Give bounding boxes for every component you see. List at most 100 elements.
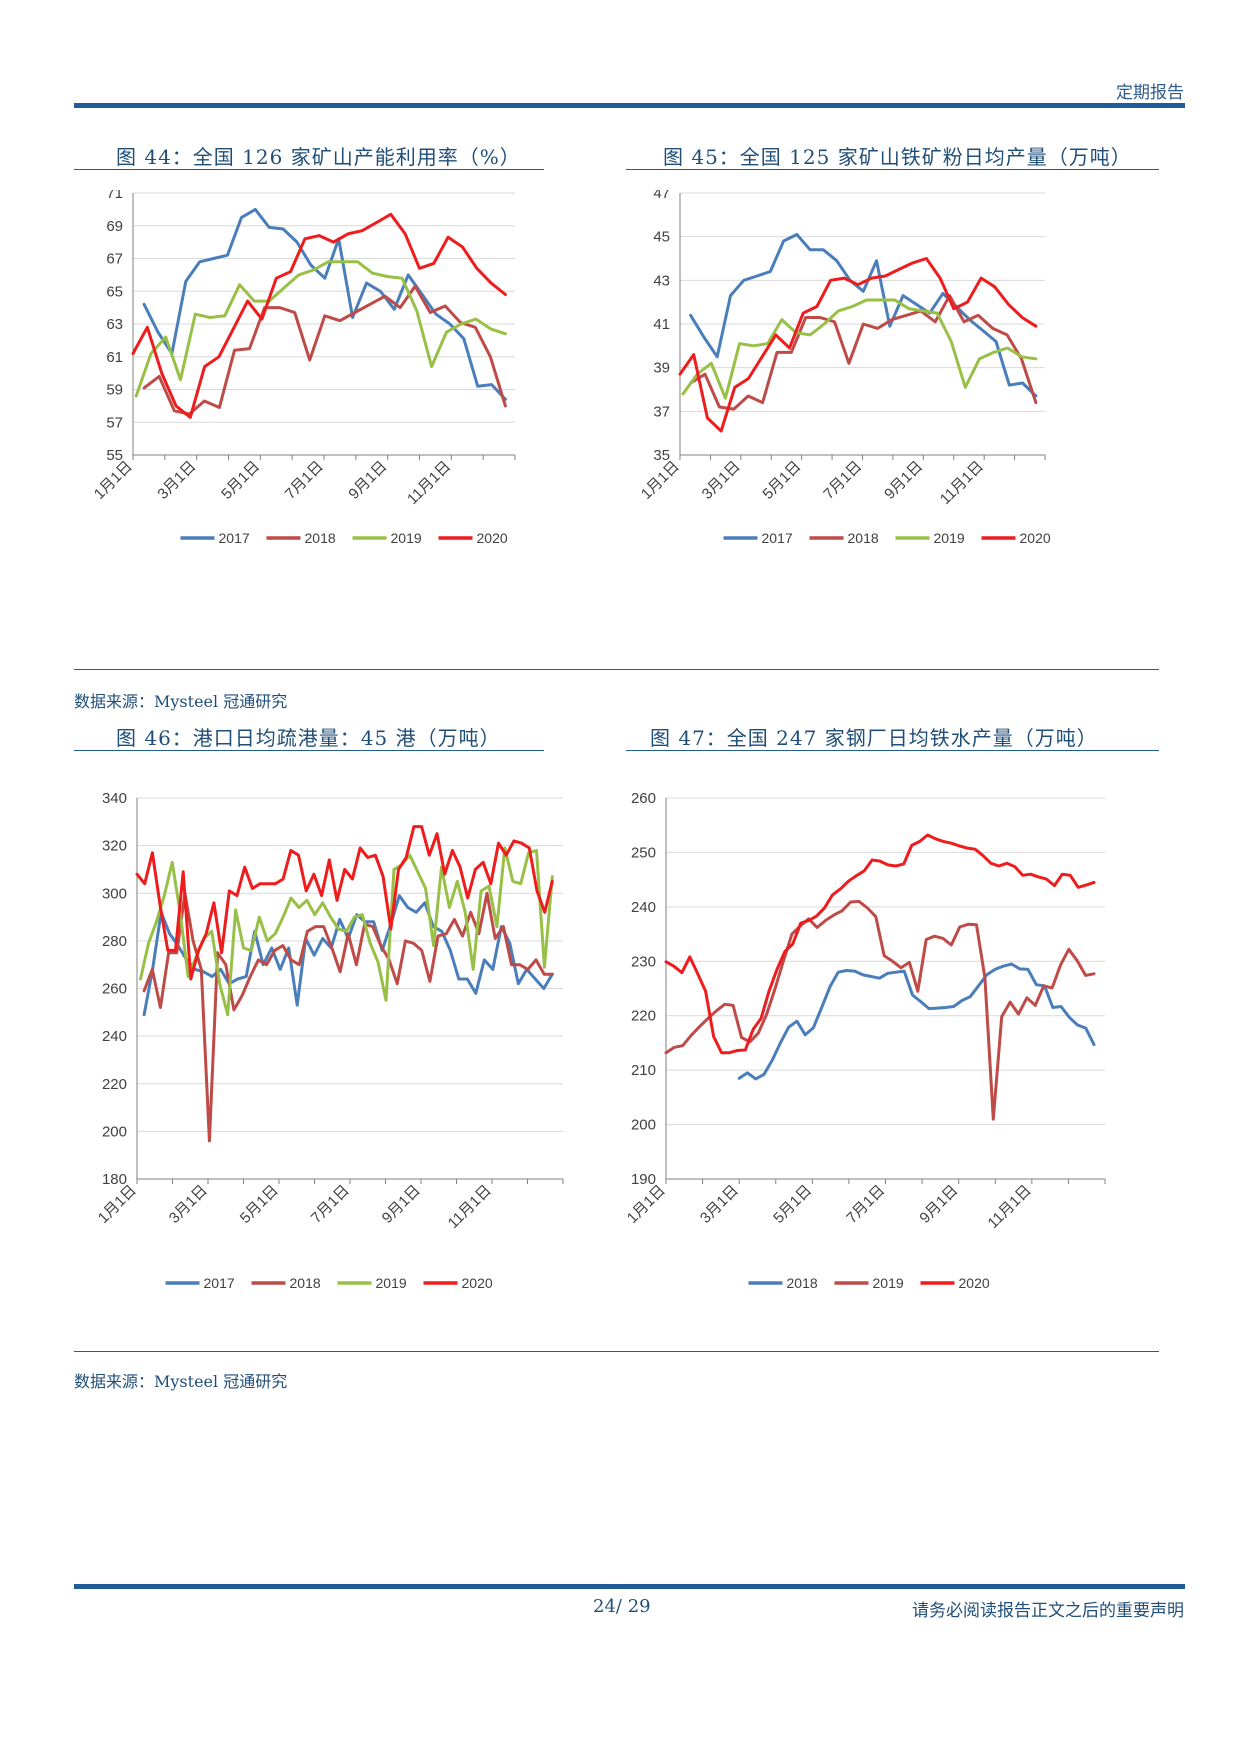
series-line-2018	[737, 962, 1096, 1081]
section-rule-1	[74, 669, 1159, 670]
x-tick-label: 5月1日	[237, 1182, 282, 1227]
title-rule-left-2	[74, 750, 544, 751]
x-tick-label: 1月1日	[91, 458, 136, 503]
chart-47-title: 图 47：全国 247 家钢厂日均铁水产量（万吨）	[650, 726, 1098, 750]
legend-label-2019: 2019	[376, 1275, 407, 1291]
legend-label-2017: 2017	[219, 530, 250, 546]
y-tick-label: 71	[106, 190, 123, 202]
legend-label-2019: 2019	[873, 1275, 904, 1291]
series-line-2019	[681, 298, 1038, 400]
x-tick-label: 3月1日	[166, 1182, 211, 1227]
y-tick-label: 250	[631, 844, 656, 861]
y-tick-label: 43	[653, 272, 670, 289]
title-rule-right	[626, 169, 1159, 170]
series-line-2020	[664, 833, 1096, 1055]
x-tick-label: 11月1日	[937, 458, 987, 508]
y-tick-label: 61	[106, 349, 123, 366]
y-tick-label: 280	[102, 933, 127, 950]
y-tick-label: 240	[631, 899, 656, 916]
legend-label-2018: 2018	[305, 530, 336, 546]
series-line-2019	[664, 899, 1096, 1121]
legend-label-2018: 2018	[787, 1275, 818, 1291]
y-tick-label: 190	[631, 1171, 656, 1188]
legend-label-2018: 2018	[848, 530, 879, 546]
y-tick-label: 210	[631, 1062, 656, 1079]
legend-label-2019: 2019	[391, 530, 422, 546]
x-tick-label: 9月1日	[345, 458, 390, 503]
chart-44-title: 图 44：全国 126 家矿山产能利用率（%）	[116, 145, 521, 169]
legend-label-2020: 2020	[959, 1275, 990, 1291]
y-tick-label: 35	[653, 447, 670, 464]
y-tick-label: 260	[631, 790, 656, 807]
section-rule-2	[74, 1351, 1159, 1352]
series-line-2020	[131, 212, 507, 419]
legend-label-2017: 2017	[762, 530, 793, 546]
chart-45-title: 图 45：全国 125 家矿山铁矿粉日均产量（万吨）	[663, 145, 1132, 169]
y-tick-label: 200	[631, 1117, 656, 1134]
x-tick-label: 3月1日	[697, 1182, 742, 1227]
legend-label-2020: 2020	[1020, 530, 1051, 546]
header-rule	[74, 103, 1185, 108]
chart-45: 35 37 39 41 43 45 47 1月1日 3月1日 5月1日 7月1日 9月1日 11月1日 2…	[638, 190, 1051, 546]
source-note-1: 数据来源：Mysteel 冠通研究	[74, 692, 288, 711]
series-line-2017	[689, 233, 1038, 398]
series-line-2018	[689, 294, 1038, 411]
x-tick-label: 5月1日	[770, 1182, 815, 1227]
title-rule-right-2	[626, 750, 1159, 751]
series-line-2019	[139, 846, 554, 1017]
disclaimer: 请务必阅读报告正文之后的重要声明	[912, 1601, 1184, 1621]
footer-rule	[74, 1584, 1185, 1589]
series-line-2019	[134, 260, 507, 398]
y-tick-label: 45	[653, 229, 670, 246]
legend-label-2020: 2020	[462, 1275, 493, 1291]
y-tick-label: 300	[102, 885, 127, 902]
x-tick-label: 1月1日	[624, 1182, 669, 1227]
legend-label-2019: 2019	[934, 530, 965, 546]
x-tick-label: 7月1日	[820, 458, 865, 503]
y-tick-label: 69	[106, 218, 123, 235]
y-tick-label: 59	[106, 382, 123, 399]
source-note-2: 数据来源：Mysteel 冠通研究	[74, 1372, 288, 1391]
series-line-2018	[142, 284, 507, 416]
y-tick-label: 320	[102, 838, 127, 855]
title-rule-left	[74, 169, 544, 170]
chart-46: 180 200 220 240 260 280 300 320 340 1月1日 3月1日 5月1日 7…	[95, 790, 564, 1291]
y-tick-label: 230	[631, 953, 656, 970]
x-tick-label: 1月1日	[95, 1182, 140, 1227]
x-tick-label: 7月1日	[843, 1182, 888, 1227]
y-tick-label: 180	[102, 1171, 127, 1188]
series-line-2020	[678, 257, 1038, 433]
x-tick-label: 11月1日	[985, 1182, 1035, 1232]
y-tick-label: 67	[106, 251, 123, 268]
chart-47: 190 200 210 220 230 240 250 260 1月1日 3月1日 5月1日 7月1日…	[624, 790, 1106, 1291]
series-line-2018	[142, 891, 554, 1143]
y-tick-label: 220	[631, 1008, 656, 1025]
y-tick-label: 65	[106, 283, 123, 300]
y-tick-label: 55	[106, 447, 123, 464]
chart-44: 55 57 59 61 63 65 67 69 71 1月1日 3月1日 5月1日 7月1日 9月1日 11…	[91, 190, 516, 546]
series-line-2017	[142, 207, 507, 401]
y-tick-label: 340	[102, 790, 127, 807]
x-tick-label: 5月1日	[759, 458, 804, 503]
y-tick-label: 240	[102, 1028, 127, 1045]
x-tick-label: 11月1日	[404, 458, 454, 508]
y-tick-label: 47	[653, 190, 670, 202]
series-line-2020	[135, 825, 554, 981]
report-type-label: 定期报告	[1116, 83, 1184, 103]
x-tick-label: 7月1日	[282, 458, 327, 503]
y-tick-label: 57	[106, 414, 123, 431]
x-tick-label: 9月1日	[881, 458, 926, 503]
chart-46-title: 图 46：港口日均疏港量：45 港（万吨）	[116, 726, 501, 750]
x-tick-label: 7月1日	[308, 1182, 353, 1227]
y-tick-label: 220	[102, 1076, 127, 1093]
x-tick-label: 9月1日	[916, 1182, 961, 1227]
x-tick-label: 9月1日	[379, 1182, 424, 1227]
x-tick-label: 3月1日	[154, 458, 199, 503]
y-tick-label: 260	[102, 981, 127, 998]
x-tick-label: 11月1日	[445, 1182, 495, 1232]
x-tick-label: 3月1日	[699, 458, 744, 503]
legend-label-2017: 2017	[204, 1275, 235, 1291]
y-tick-label: 39	[653, 360, 670, 377]
y-tick-label: 37	[653, 403, 670, 420]
x-tick-label: 5月1日	[218, 458, 263, 503]
